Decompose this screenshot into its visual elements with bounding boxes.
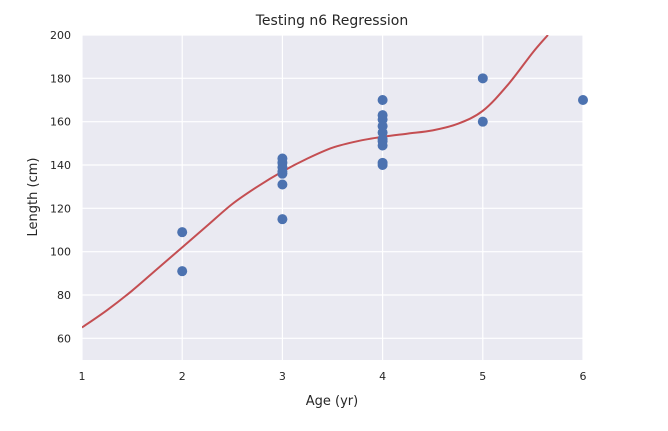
y-tick-label: 200 xyxy=(50,29,71,42)
x-tick-label: 5 xyxy=(479,370,486,383)
scatter-point xyxy=(277,179,288,190)
x-tick-label: 6 xyxy=(580,370,587,383)
scatter-point xyxy=(277,168,288,179)
x-tick-label: 2 xyxy=(179,370,186,383)
scatter-point xyxy=(377,140,388,151)
scatter-point xyxy=(377,95,388,105)
y-tick-label: 100 xyxy=(50,246,71,259)
y-tick-label: 80 xyxy=(57,289,71,302)
scatter-point xyxy=(277,214,288,225)
x-axis-label: Age (yr) xyxy=(306,394,358,409)
y-tick-label: 140 xyxy=(50,159,71,172)
y-tick-label: 120 xyxy=(50,202,71,215)
x-tick-label: 4 xyxy=(379,370,386,383)
x-tick-label: 1 xyxy=(79,370,86,383)
y-tick-label: 60 xyxy=(57,332,71,345)
chart-title: Testing n6 Regression xyxy=(255,13,408,29)
regression-curve xyxy=(82,35,549,329)
regression-curve-layer xyxy=(82,35,549,329)
scatter-point xyxy=(578,95,588,105)
scatter-points-layer xyxy=(177,73,588,277)
y-tick-label: 160 xyxy=(50,116,71,129)
scatter-point xyxy=(177,227,188,238)
scatter-point xyxy=(377,160,388,170)
grid-lines xyxy=(81,34,584,360)
x-tick-label: 3 xyxy=(279,370,286,383)
y-axis-label: Length (cm) xyxy=(26,158,41,237)
scatter-point xyxy=(177,266,188,277)
scatter-point xyxy=(477,116,488,127)
y-tick-label: 180 xyxy=(50,72,71,85)
scatter-point xyxy=(477,73,488,84)
tick-labels: 1 2 3 4 5 6 60 80 100 120 140 160 180 200 xyxy=(50,29,587,383)
plot-background xyxy=(82,35,583,360)
